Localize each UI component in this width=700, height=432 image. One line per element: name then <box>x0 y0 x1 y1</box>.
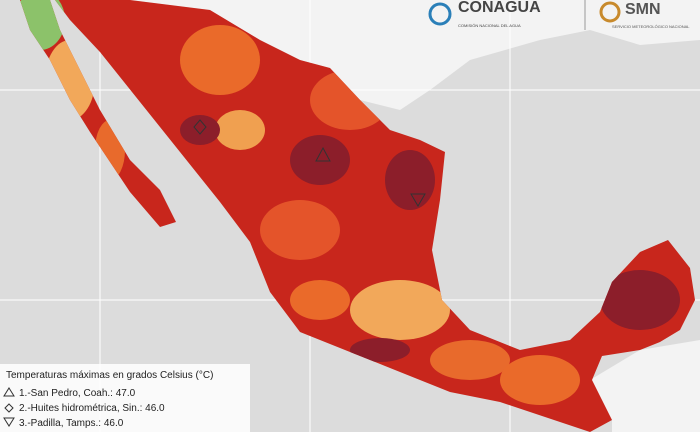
conagua-icon <box>428 2 452 26</box>
agency-subtitle: COMISIÓN NACIONAL DEL AGUA <box>458 23 521 28</box>
legend: Temperaturas máximas en grados Celsius (… <box>0 364 250 432</box>
legend-item: 1.-San Pedro, Coah.: 47.0 <box>19 388 136 399</box>
central-america-land <box>590 340 700 432</box>
logos: CONAGUA COMISIÓN NACIONAL DEL AGUA SMN S… <box>428 0 690 30</box>
legend-item: 2.-Huites hidrométrica, Sin.: 46.0 <box>19 403 165 414</box>
service: SMN <box>625 1 661 18</box>
marker-2 <box>193 119 207 135</box>
usa-land <box>130 0 700 110</box>
legend-item: 3.-Padilla, Tamps.: 46.0 <box>19 418 124 429</box>
legend-symbol-1 <box>3 387 15 397</box>
agency: CONAGUA <box>458 0 541 16</box>
smn-icon <box>599 1 621 23</box>
service-subtitle: SERVICIO METEOROLÓGICO NACIONAL <box>612 24 690 29</box>
legend-symbol-3 <box>3 417 15 427</box>
marker-1 <box>315 146 331 162</box>
legend-title: Temperaturas máximas en grados Celsius (… <box>6 370 213 381</box>
legend-symbol-2 <box>4 403 14 413</box>
legend-box <box>0 364 250 432</box>
marker-3 <box>410 193 426 207</box>
